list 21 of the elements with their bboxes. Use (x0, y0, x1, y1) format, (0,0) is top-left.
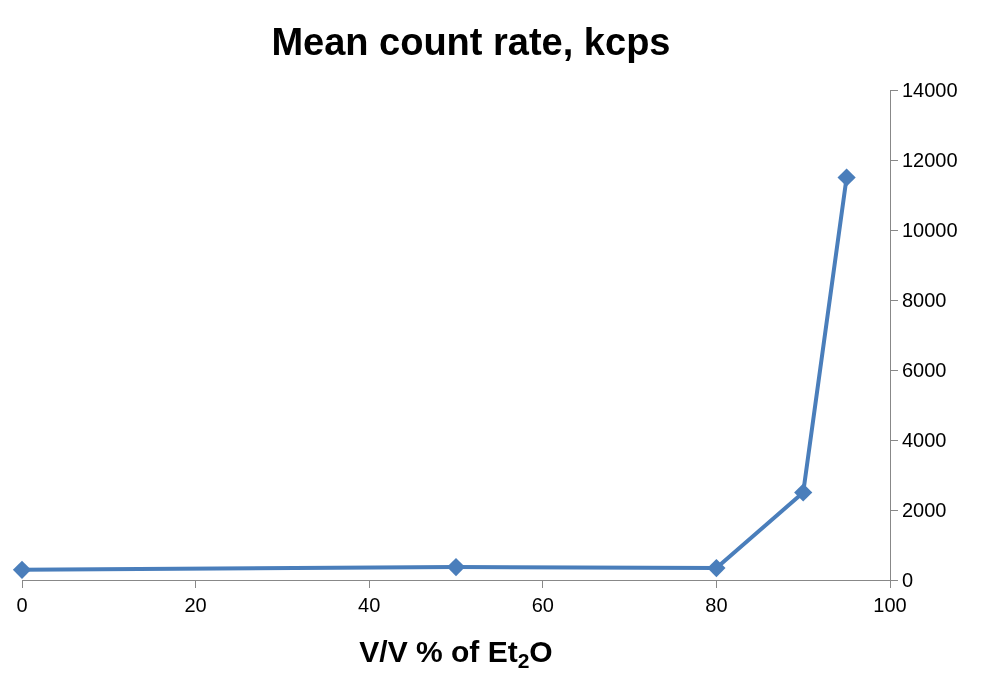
x-axis-title: V/V % of Et$_{2}$O (359, 634, 553, 672)
chart-title: Mean count rate, kcps (271, 20, 671, 63)
point (794, 483, 813, 502)
point (12, 560, 32, 579)
y-tick-label: 2000 (902, 499, 947, 521)
y-tick-label: 8000 (902, 289, 947, 311)
y-tick-label: 4000 (902, 429, 947, 451)
point (837, 168, 856, 187)
x-tick-label: 60 (531, 594, 554, 616)
x-tick-label: 100 (873, 594, 907, 616)
y-tick-label: 10000 (902, 219, 958, 241)
point (446, 557, 466, 577)
x-tick-label: 40 (358, 594, 381, 616)
point (707, 559, 726, 578)
y-tick-label: 0 (902, 569, 914, 591)
y-tick-label: 12000 (902, 149, 958, 171)
y-tick-label: 6000 (902, 359, 947, 381)
x-tick-label: 20 (184, 594, 207, 616)
y-tick-label: 14000 (902, 79, 958, 101)
x-tick-label: 0 (16, 594, 28, 616)
x-tick-label: 80 (705, 594, 728, 616)
